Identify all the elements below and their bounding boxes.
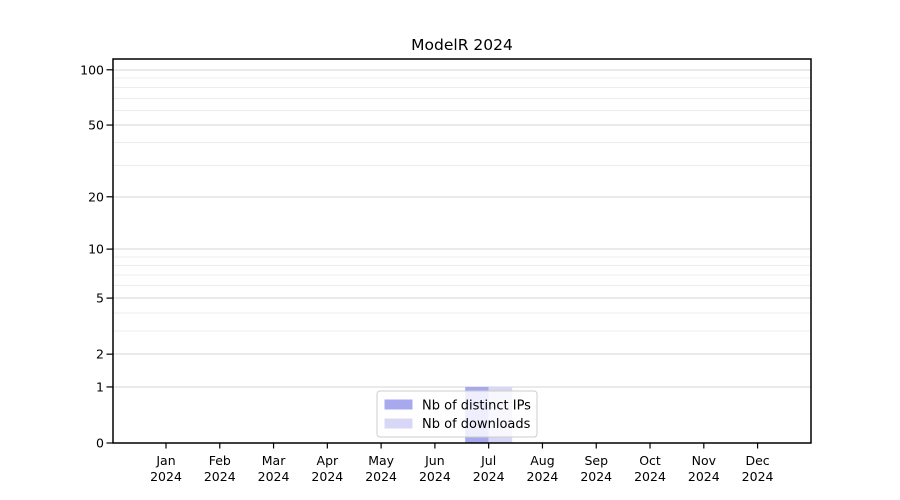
legend-swatch-nb-of-downloads <box>384 418 413 429</box>
x-tick-label-year: 2024 <box>419 469 451 484</box>
x-tick-label-month: Jun <box>424 453 445 468</box>
x-tick-label-month: Mar <box>262 453 286 468</box>
y-tick-label: 5 <box>96 291 104 306</box>
x-tick-label-month: Apr <box>317 453 339 468</box>
x-tick-label-year: 2024 <box>688 469 720 484</box>
y-tick-label: 20 <box>88 189 104 204</box>
y-tick-label: 2 <box>96 347 104 362</box>
x-tick-label-year: 2024 <box>365 469 397 484</box>
y-tick-label: 100 <box>80 62 104 77</box>
y-tick-label: 50 <box>88 118 104 133</box>
y-tick-label: 0 <box>96 436 104 451</box>
legend-swatch-nb-of-distinct-ips <box>384 399 413 410</box>
y-axis: 0 1 2 5 10 20 50 100 <box>80 62 113 451</box>
x-tick-label-year: 2024 <box>742 469 774 484</box>
x-tick-label-month: Dec <box>745 453 769 468</box>
chart-title: ModelR 2024 <box>411 36 513 54</box>
x-tick-label-month: Sep <box>584 453 608 468</box>
x-tick-label-year: 2024 <box>150 469 182 484</box>
y-tick-label: 10 <box>88 242 104 257</box>
x-tick-label-year: 2024 <box>204 469 236 484</box>
legend-box <box>376 390 538 438</box>
x-tick-label-year: 2024 <box>634 469 666 484</box>
legend-label: Nb of downloads <box>422 417 531 432</box>
legend-label: Nb of distinct IPs <box>422 399 531 414</box>
x-tick-label-month: Jul <box>480 453 496 468</box>
x-tick-label-month: May <box>368 453 394 468</box>
x-tick-label-year: 2024 <box>311 469 343 484</box>
x-tick-label-year: 2024 <box>527 469 559 484</box>
x-tick-label-month: Feb <box>209 453 231 468</box>
x-tick-label-month: Jan <box>155 453 175 468</box>
x-tick-label-year: 2024 <box>258 469 290 484</box>
plot-border <box>112 58 812 444</box>
x-tick-label-year: 2024 <box>473 469 505 484</box>
x-tick-label-year: 2024 <box>580 469 612 484</box>
x-axis: Jan2024Feb2024Mar2024Apr2024May2024Jun20… <box>150 443 774 484</box>
grid-layer <box>113 69 811 388</box>
y-tick-label: 1 <box>96 379 104 394</box>
x-tick-label-month: Oct <box>639 453 661 468</box>
x-tick-label-month: Nov <box>692 453 717 468</box>
legend: Nb of distinct IPs Nb of downloads <box>376 390 538 438</box>
x-tick-label-month: Aug <box>530 453 554 468</box>
